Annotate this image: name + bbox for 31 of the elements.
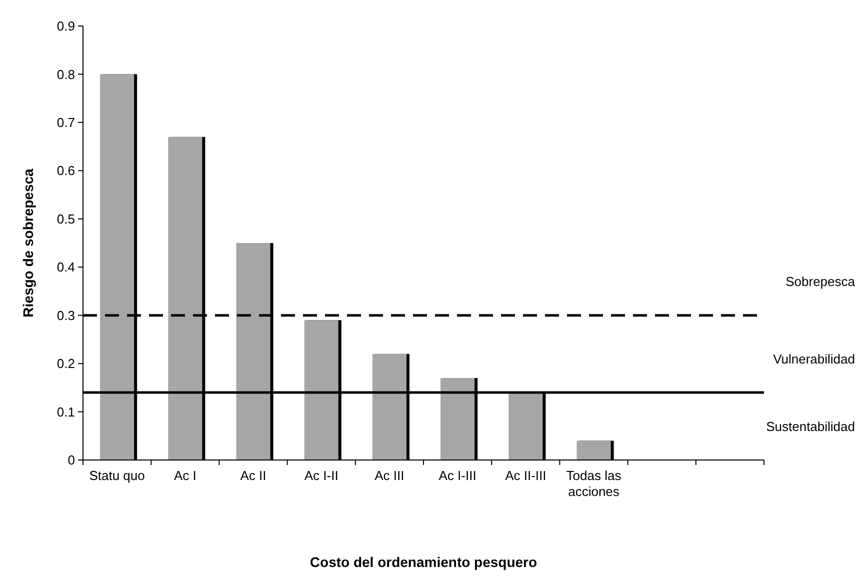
bar (440, 378, 475, 460)
y-tick-label: 0 (68, 452, 75, 468)
x-tick-label: Ac I (174, 468, 196, 483)
x-tick-label: Ac I-III (438, 468, 476, 483)
bar (508, 392, 543, 460)
bar (576, 440, 611, 460)
y-tick-label: 0.9 (56, 18, 75, 34)
y-tick-label: 0.5 (56, 211, 75, 226)
x-tick-label: Ac II-III (505, 468, 546, 483)
y-tick-label: 0.8 (56, 66, 75, 82)
y-tick-label: 0.6 (56, 163, 75, 178)
x-tick-label: Statu quo (89, 468, 145, 483)
x-tick-label: Ac III (374, 468, 404, 483)
bar (304, 320, 338, 460)
y-tick-label: 0.2 (56, 356, 75, 372)
y-tick-label: 0.7 (56, 114, 75, 130)
bar (168, 136, 202, 460)
x-axis-title: Costo del ordenamiento pesquero (310, 554, 538, 570)
text: Sobrepesca (786, 274, 856, 290)
bar (372, 354, 406, 460)
bar (236, 243, 270, 460)
x-tick-label: Ac II (240, 468, 266, 483)
y-axis-title: Riesgo de sobrepesca (20, 168, 36, 318)
text: Vulnerabilidad (773, 351, 855, 366)
y-tick-label: 0.3 (56, 308, 75, 323)
bar (100, 74, 134, 460)
x-tick-label: Ac I-II (304, 468, 338, 483)
x-tick-label: Todas las acciones (566, 468, 622, 499)
y-tick-label: 0.4 (56, 260, 75, 275)
text: Sustentabilidad (766, 418, 855, 434)
y-tick-label: 0.1 (56, 404, 75, 420)
